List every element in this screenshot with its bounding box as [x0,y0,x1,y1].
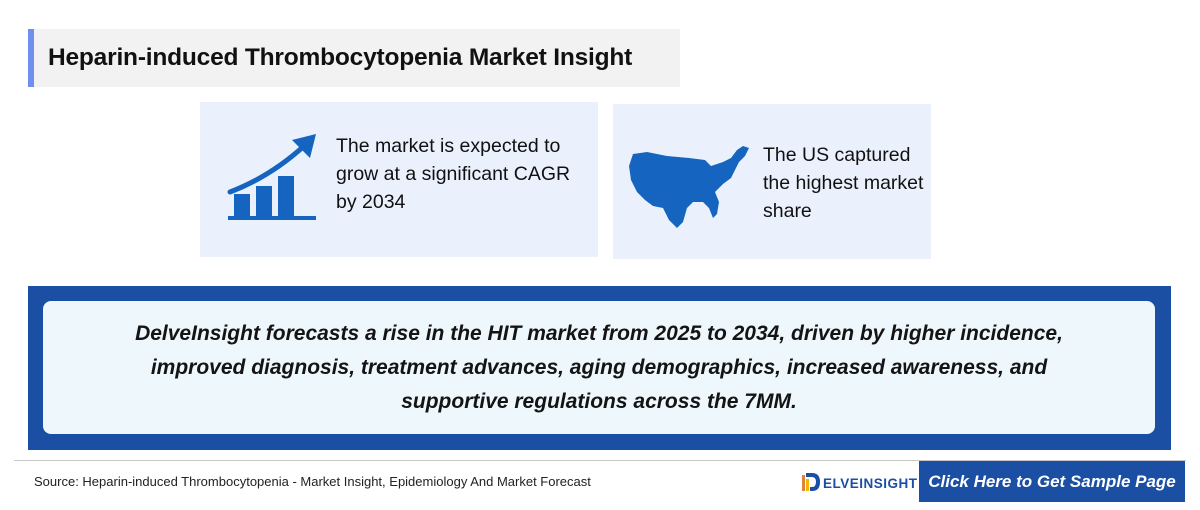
get-sample-page-button[interactable]: Click Here to Get Sample Page [919,461,1185,502]
growth-chart-icon [226,130,322,227]
market-share-card: The US captured the highest market share [613,104,931,259]
title-banner: Heparin-induced Thrombocytopenia Market … [28,29,680,87]
source-note: Source: Heparin-induced Thrombocytopenia… [34,474,591,489]
logo-mark-icon [802,473,820,491]
growth-insight-text: The market is expected to grow at a sign… [336,135,571,213]
logo-text: ELVEINSIGHT [823,476,918,491]
forecast-text: DelveInsight forecasts a rise in the HIT… [135,321,1063,413]
growth-insight-card: The market is expected to grow at a sign… [200,102,598,257]
forecast-box: DelveInsight forecasts a rise in the HIT… [43,301,1155,434]
market-share-text: The US captured the highest market share [763,144,924,222]
delveinsight-logo: ELVEINSIGHT [800,469,918,493]
page-title: Heparin-induced Thrombocytopenia Market … [48,44,633,71]
footer-divider [14,460,1186,461]
forecast-panel: DelveInsight forecasts a rise in the HIT… [28,286,1171,450]
us-map-icon [627,140,753,235]
get-sample-page-label: Click Here to Get Sample Page [928,471,1176,491]
